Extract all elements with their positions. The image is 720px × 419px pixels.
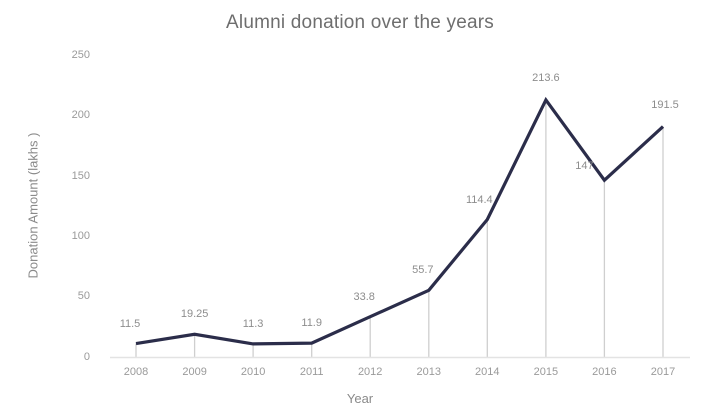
x-axis-tick-2012: 2012 bbox=[357, 366, 383, 378]
x-axis-tick-2008: 2008 bbox=[123, 366, 149, 378]
data-label-2009: 19.25 bbox=[180, 308, 209, 321]
y-axis-tick-50: 50 bbox=[77, 290, 90, 303]
donation-line-series bbox=[135, 96, 665, 346]
data-label-2017: 191.5 bbox=[651, 98, 679, 111]
y-axis-tick-100: 100 bbox=[71, 229, 90, 242]
x-axis-tick-2011: 2011 bbox=[299, 366, 324, 378]
y-axis-title: Donation Amount (lakhs ) bbox=[25, 132, 41, 279]
drop-lines-group bbox=[135, 99, 664, 358]
x-axis-tick-2015: 2015 bbox=[533, 366, 559, 378]
data-label-2008: 11.5 bbox=[119, 317, 141, 330]
x-axis-tick-2010: 2010 bbox=[240, 366, 266, 378]
data-label-2012: 33.8 bbox=[353, 290, 375, 303]
chart-title: Alumni donation over the years bbox=[226, 12, 494, 33]
data-label-2013: 55.7 bbox=[412, 264, 434, 277]
data-label-2016: 147 bbox=[575, 160, 594, 173]
x-axis-tick-2013: 2013 bbox=[416, 366, 442, 378]
y-axis-tick-200: 200 bbox=[71, 109, 90, 122]
x-axis-tick-2016: 2016 bbox=[592, 366, 617, 378]
data-label-2015: 213.6 bbox=[532, 71, 560, 84]
data-label-2011: 11.9 bbox=[301, 317, 322, 330]
x-axis-tick-2009: 2009 bbox=[182, 366, 207, 378]
data-label-2010: 11.3 bbox=[242, 317, 264, 330]
y-axis-tick-0: 0 bbox=[83, 350, 90, 363]
x-axis-title: Year bbox=[346, 391, 374, 406]
x-axis-tick-2014: 2014 bbox=[475, 366, 500, 378]
y-axis-tick-150: 150 bbox=[71, 169, 90, 182]
y-axis-tick-250: 250 bbox=[71, 49, 90, 61]
data-label-2014: 114.4 bbox=[465, 193, 493, 206]
x-axis-tick-2017: 2017 bbox=[650, 366, 676, 378]
